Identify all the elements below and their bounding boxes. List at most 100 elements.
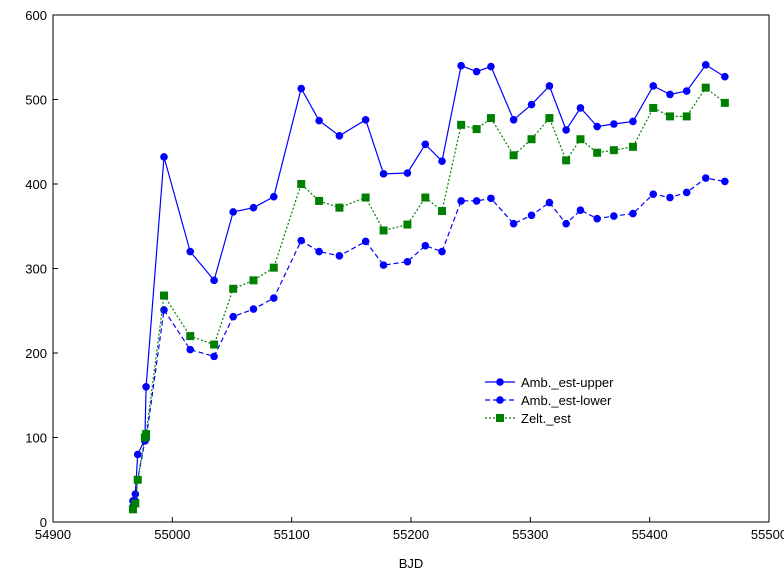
series-amb-est-upper (129, 61, 729, 505)
data-point (421, 241, 430, 250)
data-point (610, 120, 618, 128)
legend-item: Zelt._est (485, 411, 571, 426)
data-point (472, 197, 481, 205)
data-point (576, 135, 585, 144)
data-point (649, 190, 658, 198)
data-point (629, 209, 637, 218)
data-point (720, 98, 729, 107)
data-point (133, 450, 142, 459)
data-point (721, 177, 729, 186)
data-point (487, 62, 495, 71)
data-point (131, 499, 140, 508)
data-point (361, 193, 370, 202)
data-point (545, 114, 554, 123)
data-point (186, 332, 195, 341)
legend-label: Zelt._est (521, 411, 571, 426)
data-point (269, 263, 278, 272)
data-point (131, 490, 140, 498)
data-point (335, 252, 344, 260)
data-point (297, 236, 306, 245)
data-point (457, 61, 465, 70)
data-point (509, 151, 518, 160)
data-point (379, 261, 388, 269)
data-point (509, 115, 518, 124)
x-axis: 54900 55000 55100 55200 55300 55400 55500 (35, 517, 784, 542)
data-point (421, 140, 430, 149)
data-point (457, 197, 465, 205)
data-point (487, 194, 495, 203)
data-point (269, 294, 278, 302)
data-point (297, 84, 306, 93)
data-point (486, 114, 495, 123)
data-point (666, 193, 674, 202)
x-tick-label: 55500 (751, 527, 784, 542)
data-point (576, 104, 585, 112)
data-point (335, 132, 344, 140)
series-zelt-est (128, 83, 729, 514)
data-point (593, 214, 601, 223)
x-axis-label: BJD (399, 556, 424, 571)
x-tick-label: 54900 (35, 527, 71, 542)
data-point (701, 61, 710, 69)
data-point (628, 142, 637, 151)
data-point (610, 212, 618, 220)
data-point (472, 125, 481, 134)
data-point (576, 206, 585, 214)
data-point (721, 72, 729, 81)
y-tick-label: 300 (25, 262, 47, 277)
y-tick-label: 400 (25, 177, 47, 192)
x-tick-label: 55300 (512, 527, 548, 542)
legend: Amb._est-upper Amb._est-lower Zelt._est (485, 375, 614, 426)
series-line (132, 177, 725, 508)
data-point (361, 115, 370, 124)
data-point (361, 237, 370, 246)
y-tick-label: 0 (40, 515, 47, 530)
data-point (142, 430, 151, 439)
data-point (229, 208, 237, 216)
data-point (403, 169, 412, 177)
data-point (701, 174, 710, 182)
data-point (315, 196, 324, 205)
data-point (142, 383, 150, 391)
data-point (665, 112, 674, 121)
data-point (160, 153, 168, 161)
data-point (545, 198, 554, 207)
data-point (186, 247, 195, 256)
data-point (527, 211, 536, 220)
data-point (249, 305, 258, 313)
data-point (335, 203, 344, 212)
data-point (609, 146, 618, 155)
series-line (132, 64, 726, 502)
x-tick-label: 55200 (393, 527, 429, 542)
data-point (562, 156, 571, 165)
y-axis: 0 100 200 300 400 500 600 (25, 8, 58, 530)
legend-label: Amb._est-upper (521, 375, 614, 390)
data-point (229, 284, 238, 293)
data-point (593, 122, 601, 131)
data-point (249, 276, 258, 285)
x-tick-label: 55100 (274, 527, 310, 542)
data-point (666, 90, 674, 99)
data-point (160, 306, 168, 314)
legend-marker (496, 378, 504, 386)
data-point (457, 120, 466, 129)
data-point (249, 203, 258, 212)
series-layer (128, 61, 729, 514)
data-point (210, 340, 219, 349)
legend-marker (496, 396, 504, 404)
data-point (210, 352, 218, 361)
data-point (682, 112, 691, 121)
x-tick-label: 55400 (632, 527, 668, 542)
data-point (297, 180, 306, 188)
data-point (269, 192, 278, 201)
legend-item: Amb._est-lower (485, 393, 612, 408)
series-amb-est-lower (129, 174, 729, 511)
data-point (527, 100, 536, 109)
data-point (438, 247, 446, 256)
data-point (133, 475, 142, 484)
data-point (682, 87, 691, 95)
legend-marker (496, 414, 504, 422)
data-point (403, 220, 412, 229)
data-point (649, 103, 658, 112)
